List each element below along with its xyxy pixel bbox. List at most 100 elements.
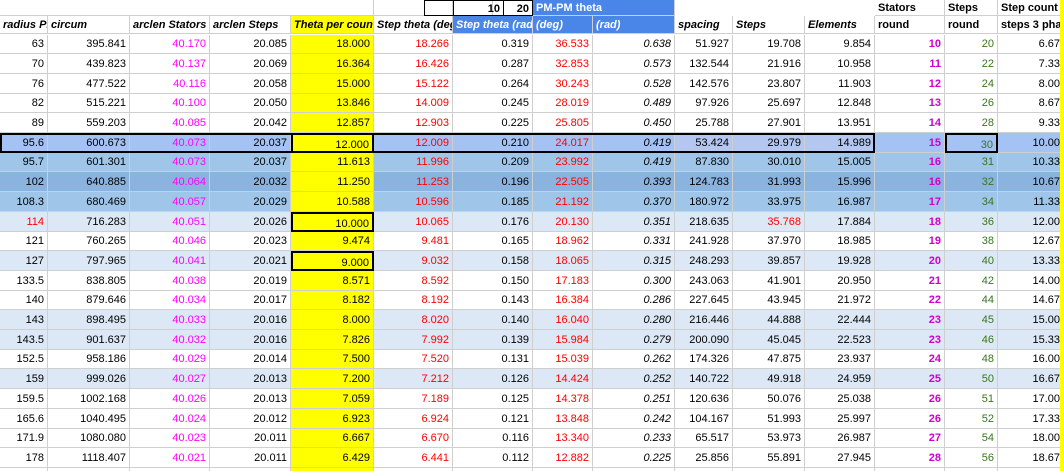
- data-cell-sdeg[interactable]: 8.020: [374, 310, 453, 330]
- data-cell-circ[interactable]: 439.823: [48, 54, 130, 74]
- data-cell-arcT[interactable]: 20.037: [210, 133, 291, 153]
- data-cell-sdeg[interactable]: 15.122: [374, 74, 453, 94]
- data-cell-stp[interactable]: 38: [945, 232, 998, 251]
- data-cell-pdeg[interactable]: 22.505: [533, 172, 593, 192]
- data-cell-theta[interactable]: 8.571: [291, 271, 374, 291]
- data-cell-s3[interactable]: 17.33: [998, 409, 1064, 429]
- data-cell-sdeg[interactable]: 7.520: [374, 350, 453, 369]
- data-cell-sdeg[interactable]: 6.924: [374, 409, 453, 429]
- data-cell-stp[interactable]: 28: [945, 113, 998, 133]
- data-cell-circ[interactable]: 515.221: [48, 94, 130, 113]
- data-cell-spacing[interactable]: 25.788: [675, 113, 733, 133]
- col-header-steps-round[interactable]: round: [945, 16, 998, 34]
- data-cell-arcS[interactable]: 40.032: [130, 330, 210, 350]
- data-cell-arcS[interactable]: 40.029: [130, 350, 210, 369]
- data-cell-r[interactable]: 178: [0, 448, 48, 468]
- data-cell-stp[interactable]: 44: [945, 291, 998, 310]
- data-cell-circ[interactable]: 999.026: [48, 369, 130, 389]
- data-cell-spacing[interactable]: 51.927: [675, 35, 733, 54]
- data-cell-spacing[interactable]: 104.167: [675, 409, 733, 429]
- data-cell-prad[interactable]: 0.286: [593, 291, 675, 310]
- data-cell-arcT[interactable]: 20.032: [210, 172, 291, 192]
- data-cell-r[interactable]: 70: [0, 54, 48, 74]
- data-cell-theta[interactable]: 7.059: [291, 389, 374, 409]
- data-cell-srad[interactable]: 0.158: [453, 251, 533, 271]
- data-cell-arcS[interactable]: 40.020: [130, 468, 210, 471]
- data-cell-r[interactable]: 133.5: [0, 271, 48, 291]
- data-cell-steps[interactable]: 39.857: [733, 251, 805, 271]
- data-cell-elem[interactable]: 26.987: [805, 429, 875, 448]
- data-cell-sdeg[interactable]: 6.231: [374, 468, 453, 471]
- data-cell-s3[interactable]: 9.33: [998, 113, 1064, 133]
- data-cell-srad[interactable]: 0.264: [453, 74, 533, 94]
- data-cell-theta[interactable]: 7.500: [291, 350, 374, 369]
- data-cell-stp[interactable]: 48: [945, 350, 998, 369]
- data-cell-pdeg[interactable]: 14.378: [533, 389, 593, 409]
- data-cell-r[interactable]: 152.5: [0, 350, 48, 369]
- data-cell-steps[interactable]: 35.768: [733, 212, 805, 232]
- data-cell-arcT[interactable]: 20.058: [210, 74, 291, 94]
- data-cell-arcT[interactable]: 20.021: [210, 251, 291, 271]
- data-cell-stp[interactable]: 56: [945, 448, 998, 468]
- data-cell-s3[interactable]: 14.67: [998, 291, 1064, 310]
- data-cell-sdeg[interactable]: 16.426: [374, 54, 453, 74]
- data-cell-prad[interactable]: 0.450: [593, 113, 675, 133]
- data-cell-elem[interactable]: 16.987: [805, 192, 875, 212]
- data-cell-prad[interactable]: 0.638: [593, 35, 675, 54]
- data-cell-s3[interactable]: 17.00: [998, 389, 1064, 409]
- data-cell-stp[interactable]: 50: [945, 369, 998, 389]
- data-cell-stat[interactable]: 18: [875, 212, 945, 232]
- data-cell-elem[interactable]: 25.997: [805, 409, 875, 429]
- data-cell-steps[interactable]: 27.901: [733, 113, 805, 133]
- data-cell-pdeg[interactable]: 16.040: [533, 310, 593, 330]
- data-cell-r[interactable]: 127: [0, 251, 48, 271]
- data-cell-spacing[interactable]: 124.783: [675, 172, 733, 192]
- data-cell-circ[interactable]: 1080.080: [48, 429, 130, 448]
- col-header-elements[interactable]: Elements: [805, 16, 875, 34]
- data-cell-sdeg[interactable]: 10.065: [374, 212, 453, 232]
- data-cell-steps[interactable]: 25.697: [733, 94, 805, 113]
- data-cell-elem[interactable]: 10.958: [805, 54, 875, 74]
- data-cell-theta[interactable]: 10.000: [291, 212, 374, 232]
- data-cell-stat[interactable]: 27: [875, 429, 945, 448]
- data-cell-arcS[interactable]: 40.038: [130, 271, 210, 291]
- data-cell-prad[interactable]: 0.331: [593, 232, 675, 251]
- data-cell-stat[interactable]: 14: [875, 113, 945, 133]
- data-cell-stp[interactable]: 24: [945, 74, 998, 94]
- data-cell-stat[interactable]: 19: [875, 232, 945, 251]
- data-cell-stat[interactable]: 12: [875, 74, 945, 94]
- data-cell-steps[interactable]: 50.076: [733, 389, 805, 409]
- data-cell-r[interactable]: 76: [0, 74, 48, 94]
- data-cell-prad[interactable]: 0.419: [593, 153, 675, 172]
- data-cell-s3[interactable]: 13.33: [998, 251, 1064, 271]
- data-cell-pdeg[interactable]: 14.424: [533, 369, 593, 389]
- data-cell-pdeg[interactable]: 15.984: [533, 330, 593, 350]
- data-cell-stp[interactable]: 22: [945, 54, 998, 74]
- data-cell-pdeg[interactable]: 12.882: [533, 448, 593, 468]
- data-cell-stp[interactable]: 32: [945, 172, 998, 192]
- data-cell-sdeg[interactable]: 7.189: [374, 389, 453, 409]
- col-header-step-theta-deg[interactable]: Step theta (deg): [374, 16, 453, 34]
- col-header-pmpm-rad[interactable]: (rad): [593, 16, 675, 34]
- data-cell-srad[interactable]: 0.319: [453, 35, 533, 54]
- data-cell-prad[interactable]: 0.279: [593, 330, 675, 350]
- data-cell-s3[interactable]: 6.67: [998, 35, 1064, 54]
- data-cell-pdeg[interactable]: 32.853: [533, 54, 593, 74]
- data-cell-theta[interactable]: 13.846: [291, 94, 374, 113]
- col-header-spacing[interactable]: spacing: [675, 16, 733, 34]
- data-cell-arcT[interactable]: 20.042: [210, 113, 291, 133]
- data-cell-pdeg[interactable]: 18.962: [533, 232, 593, 251]
- data-cell-sdeg[interactable]: 11.996: [374, 153, 453, 172]
- data-cell-sdeg[interactable]: 18.266: [374, 35, 453, 54]
- data-cell-arcT[interactable]: 20.085: [210, 35, 291, 54]
- data-cell-elem[interactable]: 23.937: [805, 350, 875, 369]
- data-cell-srad[interactable]: 0.121: [453, 409, 533, 429]
- data-cell-arcS[interactable]: 40.021: [130, 448, 210, 468]
- data-cell-theta[interactable]: 11.613: [291, 153, 374, 172]
- data-cell-r[interactable]: 89: [0, 113, 48, 133]
- data-cell-stat[interactable]: 23: [875, 310, 945, 330]
- data-cell-theta[interactable]: 8.000: [291, 310, 374, 330]
- stators-label-cell[interactable]: Stators: [875, 0, 945, 16]
- data-cell-srad[interactable]: 0.176: [453, 212, 533, 232]
- data-cell-steps[interactable]: 31.993: [733, 172, 805, 192]
